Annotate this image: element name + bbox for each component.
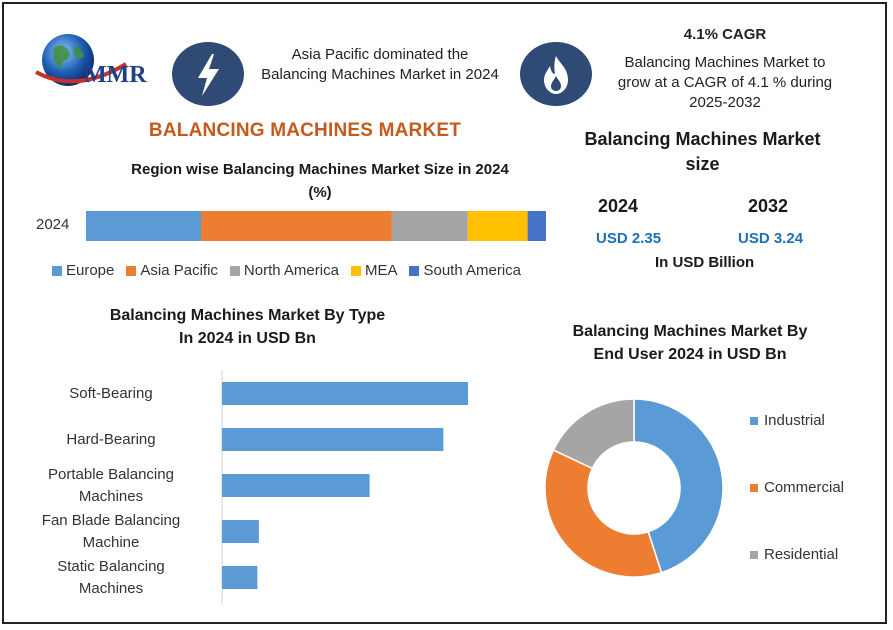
legend-label: Asia Pacific	[140, 262, 218, 279]
market-size-title: Balancing Machines Market size	[575, 127, 830, 177]
legend-swatch	[409, 265, 420, 276]
region-chart-title: Region wise Balancing Machines Market Si…	[95, 158, 545, 204]
legend-label: Commercial	[764, 479, 845, 496]
region-bar-segment-asia-pacific	[201, 211, 392, 241]
region-bar-segment-north-america	[391, 211, 468, 241]
infographic-frame	[2, 2, 887, 624]
type-bar	[222, 428, 444, 451]
region-bar-segment-europe	[86, 211, 201, 241]
donut-slice-commercial	[544, 449, 663, 578]
type-chart-title-line-2: In 2024 in USD Bn	[179, 330, 316, 347]
type-category-label: Static Balancing Machines	[16, 556, 206, 600]
type-category-label-line: Static Balancing	[57, 557, 165, 575]
legend-item-mea: MEA	[350, 262, 398, 279]
globe-icon: MMR	[35, 34, 147, 88]
type-category-label-line: Hard-Bearing	[66, 430, 156, 448]
type-category-label-line: Machines	[78, 487, 144, 505]
legend-swatch	[750, 416, 758, 425]
legend-label: Europe	[66, 262, 115, 279]
type-category-labels: Soft-Bearing Hard-Bearing Portable Balanci…	[20, 370, 210, 605]
region-chart-title-line-1: Region wise Balancing Machines Market Si…	[131, 161, 509, 178]
region-chart-title-line-2: (%)	[308, 184, 332, 201]
dominance-line-2: Balancing Machines Market in 2024	[261, 66, 499, 83]
cagr-line-1: Balancing Machines Market to	[624, 54, 826, 71]
legend-label: Industrial	[764, 412, 825, 429]
region-bar-category-label: 2024	[36, 216, 70, 233]
donut-slice-residential	[552, 398, 635, 470]
donut-legend-item-commercial: Commercial	[750, 479, 844, 496]
flame-icon	[520, 42, 592, 106]
type-bar	[222, 382, 468, 405]
type-bar	[222, 566, 258, 589]
cagr-line-2: grow at a CAGR of 4.1 % during	[617, 74, 833, 91]
donut-legend-item-industrial: Industrial	[750, 412, 825, 429]
cagr-block: 4.1% CAGR Balancing Machines Market to g…	[600, 25, 850, 113]
region-stacked-bar	[86, 211, 546, 241]
legend-item-europe: Europe	[52, 262, 114, 279]
enduser-legend: Industrial Commercial Residential	[750, 412, 870, 582]
legend-swatch	[229, 265, 240, 276]
size-year-2024: 2024	[598, 196, 639, 216]
legend-swatch	[350, 265, 361, 276]
donut-slice-industrial	[633, 398, 724, 574]
legend-item-north-america: North America	[229, 262, 339, 279]
legend-item-asia-pacific: Asia Pacific	[126, 262, 218, 279]
enduser-donut-chart	[544, 398, 724, 578]
size-value-2032: USD 3.24	[738, 230, 804, 247]
type-category-label: Fan Blade Balancing Machine	[16, 510, 206, 554]
type-category-label-line: Fan Blade Balancing	[41, 511, 181, 529]
size-unit: In USD Billion	[655, 254, 755, 271]
type-category-label-line: Machine	[82, 533, 140, 551]
legend-label: South America	[423, 262, 522, 279]
region-bar-segment-south-america	[527, 211, 546, 241]
type-chart-title: Balancing Machines Market By Type In 202…	[75, 304, 420, 350]
type-chart-title-line-1: Balancing Machines Market By Type	[109, 307, 386, 324]
legend-label: North America	[243, 262, 339, 279]
mmr-logo: MMR	[30, 26, 170, 116]
legend-item-south-america: South America	[409, 262, 521, 279]
type-category-label-line: Machines	[78, 579, 144, 597]
size-year-2032: 2032	[748, 196, 789, 216]
main-title: BALANCING MACHINES MARKET	[148, 120, 462, 141]
type-category-label: Portable Balancing Machines	[16, 464, 206, 508]
type-category-label: Hard-Bearing	[16, 429, 206, 451]
legend-swatch	[750, 550, 758, 559]
type-category-label: Soft-Bearing	[16, 383, 206, 405]
donut-legend-item-residential: Residential	[750, 546, 838, 563]
svg-text:MMR: MMR	[84, 62, 147, 88]
dominance-text: Asia Pacific dominated the Balancing Mac…	[250, 45, 510, 85]
legend-swatch	[126, 265, 137, 276]
enduser-chart-title-line-2: End User 2024 in USD Bn	[593, 346, 787, 363]
dominance-line-1: Asia Pacific dominated the	[291, 46, 469, 63]
type-bar-chart	[221, 370, 468, 605]
enduser-chart-title: Balancing Machines Market By End User 20…	[540, 320, 840, 366]
region-bar-segment-mea	[467, 211, 528, 241]
legend-swatch	[52, 265, 62, 276]
size-value-2024: USD 2.35	[596, 230, 662, 247]
cagr-title: 4.1% CAGR	[683, 26, 767, 43]
type-bar	[222, 520, 259, 543]
enduser-chart-title-line-1: Balancing Machines Market By	[572, 323, 808, 340]
region-legend: Europe Asia Pacific North America MEA South …	[52, 262, 533, 279]
cagr-line-3: 2025-2032	[689, 94, 761, 111]
type-category-label-line: Soft-Bearing	[69, 384, 153, 402]
type-bar	[222, 474, 370, 497]
legend-label: MEA	[364, 262, 398, 279]
legend-swatch	[750, 483, 758, 492]
legend-label: Residential	[764, 546, 839, 563]
lightning-icon	[172, 42, 244, 106]
market-size-title-line-2: size	[685, 154, 720, 174]
market-size-title-line-1: Balancing Machines Market	[584, 129, 821, 149]
type-category-label-line: Portable Balancing	[48, 465, 174, 483]
